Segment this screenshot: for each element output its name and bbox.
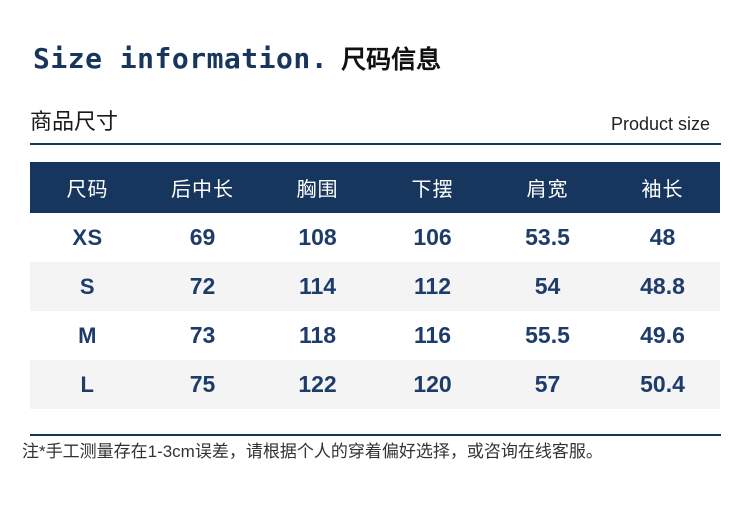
page-title-chinese: 尺码信息 [341,45,442,74]
size-table: 尺码 后中长 胸围 下摆 肩宽 袖长 XS 69 108 106 53.5 48… [30,162,720,409]
size-table-header-row: 尺码 后中长 胸围 下摆 肩宽 袖长 [30,162,720,213]
size-label: XS [72,224,103,250]
value-back-length: 69 [189,224,216,250]
value-bust: 122 [298,371,337,397]
value-back-length: 73 [189,322,216,348]
value-hem: 120 [413,371,452,397]
table-row-xs: XS 69 108 106 53.5 48 [30,213,720,262]
value-sleeve: 50.4 [640,371,685,397]
page-title-english: Size information. [33,42,329,75]
value-shoulder: 53.5 [525,224,570,250]
column-header-bust: 胸围 [296,179,339,201]
top-divider-line [30,143,721,145]
table-row-s: S 72 114 112 54 48.8 [30,262,720,311]
page-title: Size information. 尺码信息 [33,40,441,76]
size-label: M [78,322,97,348]
value-bust: 108 [298,224,337,250]
value-hem: 112 [413,273,452,299]
measurement-note: 注*手工测量存在1-3cm误差，请根据个人的穿着偏好选择，或咨询在线客服。 [22,442,603,461]
value-sleeve: 48 [649,224,676,250]
size-label: S [79,273,96,299]
table-row-l: L 75 122 120 57 50.4 [30,360,720,409]
value-sleeve: 49.6 [640,322,685,348]
column-header-size: 尺码 [66,179,109,201]
column-header-hem: 下摆 [411,179,454,201]
column-header-shoulder: 肩宽 [526,179,569,201]
value-back-length: 75 [189,371,216,397]
table-row-m: M 73 118 116 55.5 49.6 [30,311,720,360]
value-hem: 106 [413,224,452,250]
value-bust: 114 [298,273,337,299]
column-header-back-length: 后中长 [171,179,234,201]
section-label-chinese: 商品尺寸 [30,109,119,134]
value-shoulder: 57 [534,371,561,397]
value-hem: 116 [413,322,452,348]
bottom-divider-line [30,434,721,436]
value-shoulder: 55.5 [525,322,570,348]
value-back-length: 72 [189,273,216,299]
section-label-english: Product size [610,114,710,134]
value-bust: 118 [298,322,337,348]
value-shoulder: 54 [534,273,561,299]
value-sleeve: 48.8 [640,273,685,299]
section-header: 商品尺寸 Product size [30,108,720,136]
column-header-sleeve: 袖长 [641,179,684,201]
size-label: L [80,371,95,397]
